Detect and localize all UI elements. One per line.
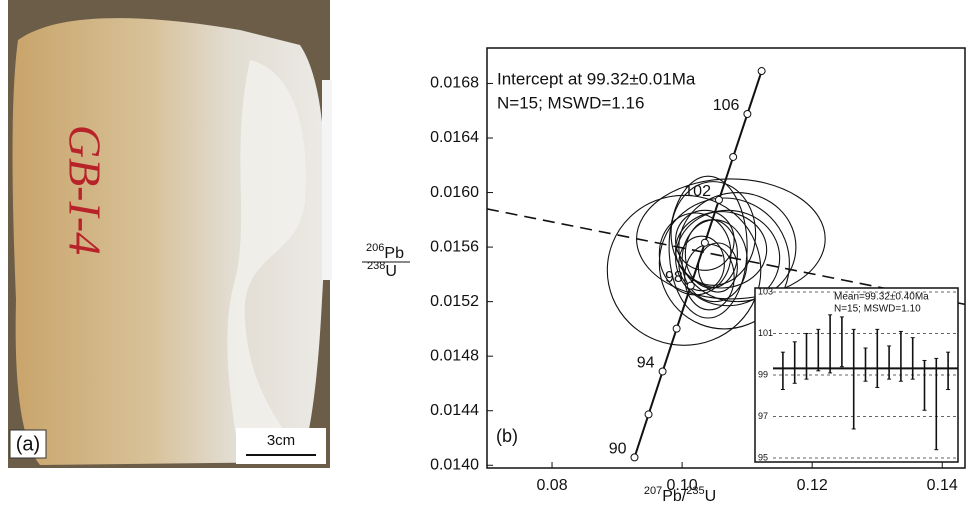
ruler xyxy=(322,80,332,280)
figure: GB-I-4 (a) 3cm 0.0140 0.0144 0.0148 0.0152 0… xyxy=(0,0,967,511)
y-tick-label: 0.0140 xyxy=(430,456,479,473)
x-tick-label: 0.08 xyxy=(536,477,567,494)
age-label: 106 xyxy=(713,97,740,114)
y-axis-label-den-part: 238 xyxy=(367,260,385,272)
age-marker xyxy=(730,153,737,160)
inset-tick-label: 99 xyxy=(758,369,768,379)
age-marker xyxy=(659,368,666,375)
x-tick-label: 0.12 xyxy=(797,477,828,494)
x-tick-label: 0.14 xyxy=(927,477,958,494)
age-marker xyxy=(631,454,638,461)
x-axis-label-part: 207 xyxy=(644,485,662,497)
inset-tick-label: 95 xyxy=(758,452,768,462)
age-marker xyxy=(687,282,694,289)
annotation: N=15; MSWD=1.16 xyxy=(497,93,644,112)
annotation: Intercept at 99.32±0.01Ma xyxy=(497,69,696,88)
age-label: 102 xyxy=(684,183,711,200)
x-axis-label-part: Pb xyxy=(662,488,682,505)
inset-tick-label: 101 xyxy=(758,328,773,338)
y-tick-label: 0.0144 xyxy=(430,402,479,419)
inset-tick-label: 97 xyxy=(758,411,768,421)
concordia-curve xyxy=(634,71,761,457)
y-tick-label: 0.0164 xyxy=(430,129,479,146)
y-tick-label: 0.0156 xyxy=(430,238,479,255)
y-axis-label-num-part: Pb xyxy=(384,245,404,262)
x-axis-label-part: 235 xyxy=(686,485,704,497)
y-tick-label: 0.0160 xyxy=(430,184,479,201)
inset-annotation: N=15; MSWD=1.10 xyxy=(834,304,921,315)
age-marker xyxy=(645,411,652,418)
scale-label: 3cm xyxy=(267,432,295,449)
y-axis-label-den-part: U xyxy=(385,263,397,280)
age-label: 98 xyxy=(665,269,683,286)
panel-label: (b) xyxy=(496,426,518,446)
age-marker xyxy=(701,239,708,246)
age-marker xyxy=(758,68,765,75)
y-axis-label-num-part: 206 xyxy=(366,242,384,254)
x-axis-label-part: U xyxy=(705,488,717,505)
y-axis-label-den: 238U xyxy=(367,260,397,280)
age-label: 94 xyxy=(637,355,655,372)
age-marker xyxy=(744,111,751,118)
page: GB-I-4 (a) 3cm 0.0140 0.0144 0.0148 0.0152 0… xyxy=(0,0,967,511)
inset-tick-label: 103 xyxy=(758,286,773,296)
panel-label: (a) xyxy=(16,433,40,455)
y-tick-label: 0.0148 xyxy=(430,347,479,364)
y-tick-label: 0.0168 xyxy=(430,75,479,92)
y-tick-label: 0.0152 xyxy=(430,293,479,310)
x-axis-label: 207Pb/235U xyxy=(644,485,716,505)
inset-annotation: Mean=99.32±0.40Ma xyxy=(834,292,929,303)
age-marker xyxy=(715,196,722,203)
photo: GB-I-4 (a) 3cm xyxy=(8,0,332,468)
age-marker xyxy=(673,325,680,332)
sample-mark: GB-I-4 xyxy=(59,125,110,255)
age-label: 90 xyxy=(609,441,627,458)
